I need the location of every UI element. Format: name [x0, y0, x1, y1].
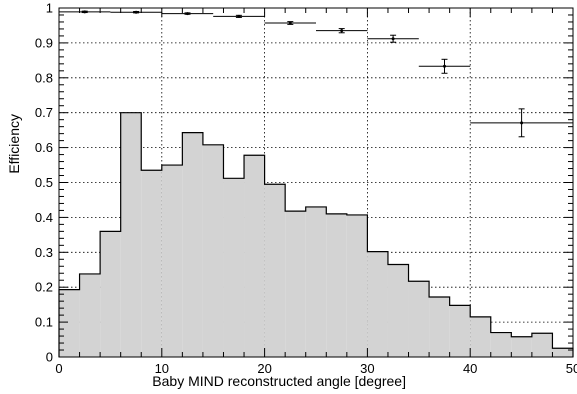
y-tick-label: 1: [46, 1, 53, 16]
histogram-bar: [244, 155, 265, 357]
histogram-bar: [141, 170, 162, 357]
x-tick-label: 50: [566, 361, 577, 376]
errorbar-marker: [237, 14, 241, 18]
axis-ticks: [58, 7, 574, 358]
y-tick-label: 0.1: [35, 315, 53, 330]
errorbar-marker: [391, 37, 395, 41]
errorbar-point: [213, 14, 265, 18]
histogram-bar: [387, 264, 409, 357]
y-tick-label: 0.4: [35, 210, 53, 225]
histogram-bar: [346, 214, 368, 357]
histogram-bar: [285, 211, 306, 357]
histogram-bar: [367, 251, 388, 357]
errorbar-series: [59, 10, 573, 138]
histogram-bar: [429, 296, 450, 357]
histogram-bar: [182, 132, 203, 357]
histogram-bar: [490, 332, 512, 357]
errorbar-point: [161, 12, 214, 16]
y-tick-label: 0.8: [35, 70, 53, 85]
histogram-bar: [531, 333, 553, 357]
histogram-bar: [161, 165, 183, 357]
errorbar-point: [316, 28, 368, 34]
y-axis-title: Efficiency: [6, 114, 22, 174]
errorbar-point: [367, 34, 419, 43]
x-axis-title: Baby MIND reconstructed angle [degree]: [152, 373, 406, 389]
histogram-bar: [449, 305, 471, 357]
errorbar-marker: [443, 64, 446, 68]
histogram-bar: [408, 281, 430, 357]
histogram-bar: [223, 178, 245, 357]
y-tick-label: 0.9: [35, 35, 53, 50]
y-tick-label: 0.6: [35, 140, 53, 155]
histogram-bar: [552, 348, 573, 357]
x-tick-label: 20: [257, 361, 271, 376]
histogram-bar: [511, 336, 532, 357]
histogram-bar: [59, 289, 80, 357]
x-tick-label: 40: [463, 361, 477, 376]
histogram-bar: [305, 206, 327, 357]
errorbar-marker: [520, 121, 524, 125]
y-tick-label: 0.3: [35, 245, 53, 260]
x-tick-label: 0: [55, 361, 62, 376]
histogram-series: [58, 112, 574, 357]
errorbar-point: [110, 10, 162, 14]
errorbar-point: [59, 10, 111, 14]
histogram-bar: [120, 112, 142, 357]
y-tick-label: 0.7: [35, 105, 53, 120]
histogram-bar: [326, 213, 347, 357]
y-tick-label: 0: [46, 350, 53, 365]
y-tick-label: 0.2: [35, 280, 53, 295]
errorbar-marker: [83, 10, 87, 14]
errorbar-point: [264, 21, 316, 25]
histogram-bar: [100, 231, 121, 357]
histogram-outline: [58, 112, 574, 357]
errorbar-marker: [288, 21, 292, 25]
x-tick-label: 30: [360, 361, 374, 376]
errorbar-marker: [340, 29, 344, 33]
errorbar-marker: [186, 12, 189, 16]
errorbar-point: [418, 58, 471, 74]
y-tick-label: 0.5: [35, 175, 53, 190]
histogram-bar: [264, 184, 286, 357]
tick-labels: 0 10 20 30 40 50 0 0.1 0.2 0.3 0.4 0.5 0.6 0.7 0.8 0.9 1: [35, 1, 577, 377]
x-tick-label: 10: [155, 361, 169, 376]
histogram-bar: [202, 144, 224, 357]
errorbar-point: [470, 108, 573, 138]
histogram-bar: [470, 316, 491, 357]
histogram-bar: [79, 273, 101, 357]
errorbar-marker: [134, 10, 138, 14]
